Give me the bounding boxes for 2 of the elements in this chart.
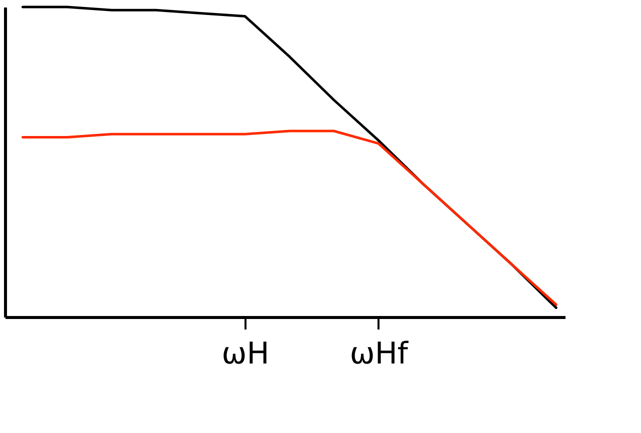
- x-tick-label: ωH: [222, 336, 270, 372]
- x-tick-label: ωHf: [350, 336, 410, 372]
